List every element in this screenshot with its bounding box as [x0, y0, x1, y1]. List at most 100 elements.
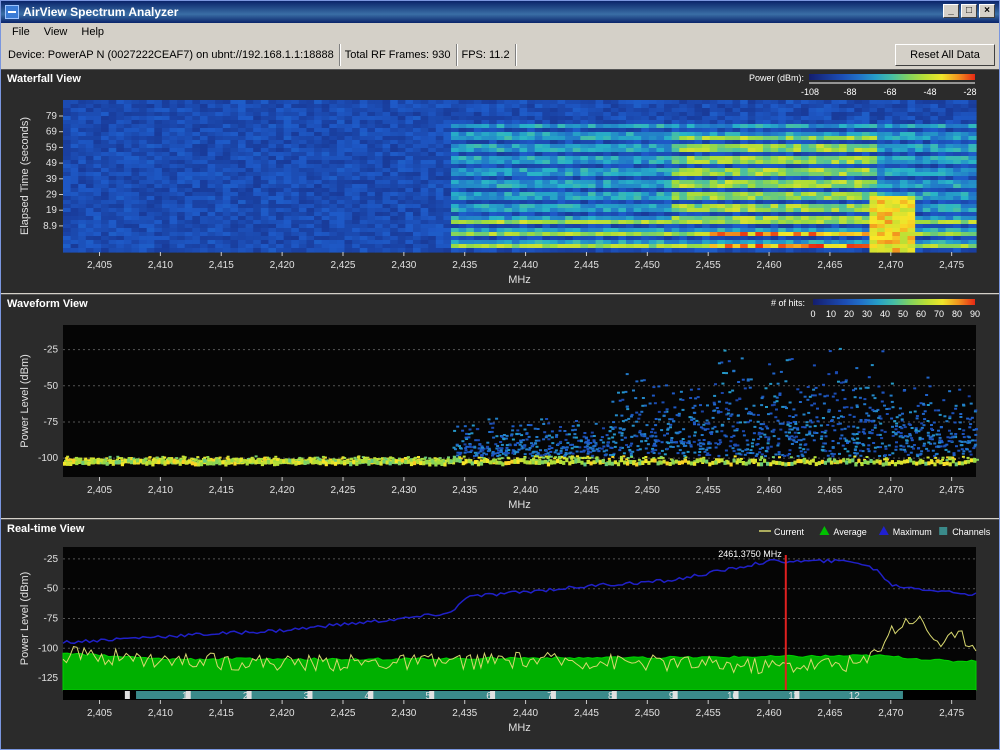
waveform-hits [63, 347, 979, 467]
waterfall-legend-tick: -108 [801, 87, 819, 97]
waveform-legend-tick: 60 [916, 309, 926, 319]
waterfall-legend-tick: -48 [923, 87, 936, 97]
waveform-x-tick-label: 2,440 [513, 485, 538, 496]
waveform-legend-label: # of hits: [771, 298, 805, 308]
channel-edge [733, 691, 739, 699]
channel-label: 2 [243, 691, 249, 702]
waterfall-x-axis-label: MHz [508, 274, 531, 286]
channel-band [379, 691, 477, 699]
realtime-y-tick-label: -25 [44, 554, 59, 565]
menu-help[interactable]: Help [81, 26, 105, 38]
waveform-y-tick-label: -25 [44, 345, 59, 356]
realtime-current-series [62, 615, 977, 675]
realtime-y-tick-label: -75 [44, 614, 59, 625]
fps-readout: FPS: 11.2 [457, 44, 516, 66]
waterfall-y-tick-label: 8.9 [43, 221, 57, 232]
realtime-x-tick-label: 2,415 [209, 708, 234, 719]
realtime-y-tick-label: -125 [38, 673, 58, 684]
waterfall-y-tick-label: 59 [46, 142, 58, 153]
waterfall-x-tick-label: 2,430 [391, 260, 416, 271]
waterfall-legend-tick: -88 [843, 87, 856, 97]
realtime-x-tick-label: 2,460 [757, 708, 782, 719]
realtime-y-tick-label: -100 [38, 643, 58, 654]
channel-edge [611, 691, 617, 699]
menu-view[interactable]: View [43, 26, 68, 38]
waterfall-x-tick-label: 2,475 [939, 260, 964, 271]
waterfall-x-tick-label: 2,425 [330, 260, 355, 271]
wvgrad-bar [813, 299, 975, 305]
legend-channels-swatch [939, 527, 948, 535]
channel-edge [429, 691, 435, 699]
waterfall-x-tick-label: 2,445 [574, 260, 599, 271]
channel-band [622, 691, 721, 699]
channel-label: 5 [425, 691, 431, 702]
waterfall-legend-label: Power (dBm): [749, 73, 804, 83]
title-bar[interactable]: AirView Spectrum Analyzer _ □ × [1, 1, 999, 23]
realtime-x-tick-label: 2,420 [270, 708, 295, 719]
channel-band [440, 691, 538, 699]
minimize-button[interactable]: _ [943, 4, 959, 18]
menu-bar: File View Help [1, 23, 999, 41]
waveform-x-tick-label: 2,435 [452, 485, 477, 496]
waveform-legend-tick: 90 [970, 309, 980, 319]
waterfall-x-tick-label: 2,440 [513, 260, 538, 271]
wfgrad-bar [809, 74, 975, 80]
realtime-x-tick-label: 2,440 [513, 708, 538, 719]
waveform-x-tick-label: 2,445 [574, 485, 599, 496]
channel-band [744, 691, 843, 699]
waveform-x-tick-label: 2,420 [270, 485, 295, 496]
channel-edge [794, 691, 800, 699]
reset-all-data-button[interactable]: Reset All Data [895, 44, 995, 66]
realtime-x-tick-label: 2,475 [939, 708, 964, 719]
waveform-panel: Waveform View -25 -50 -75 -100 Power Level (… [1, 294, 999, 518]
waterfall-x-tick-label: 2,420 [270, 260, 295, 271]
status-bar: Device: PowerAP N (0027222CEAF7) on ubnt… [3, 43, 997, 67]
waterfall-x-tick-label: 2,410 [148, 260, 173, 271]
waveform-x-tick-label: 2,405 [87, 485, 112, 496]
waterfall-y-tick-label: 79 [46, 111, 58, 122]
realtime-x-tick-label: 2,405 [87, 708, 112, 719]
waterfall-y-tick-label: 19 [46, 205, 58, 216]
channel-edge [307, 691, 313, 699]
waterfall-chart[interactable]: 79 69 59 49 39 29 19 8.9 Elapsed Time (seconds) 2… [1, 70, 999, 294]
legend-average-label: Average [833, 527, 866, 537]
channel-band [196, 691, 295, 699]
channel-edge [672, 691, 678, 699]
app-logo-icon [5, 5, 19, 19]
channel-label: 6 [486, 691, 492, 702]
waterfall-x-tick-label: 2,460 [757, 260, 782, 271]
realtime-x-tick-label: 2,430 [391, 708, 416, 719]
waterfall-x-tick-label: 2,455 [696, 260, 721, 271]
waveform-y-tick-label: -100 [38, 453, 58, 464]
maximize-button[interactable]: □ [961, 4, 977, 18]
waveform-legend-tick: 80 [952, 309, 962, 319]
waterfall-y-tick-label: 29 [46, 190, 58, 201]
waveform-legend-tick: 0 [810, 309, 815, 319]
waveform-x-tick-label: 2,460 [757, 485, 782, 496]
waveform-x-tick-label: 2,465 [817, 485, 842, 496]
realtime-average-series [62, 652, 977, 691]
channel-label: 1 [182, 691, 188, 702]
waterfall-y-tick-label: 39 [46, 174, 58, 185]
channel-band [805, 691, 903, 699]
realtime-x-tick-label: 2,465 [817, 708, 842, 719]
waveform-chart[interactable]: -25 -50 -75 -100 Power Level (dBm) 2,405 2,410… [1, 295, 999, 519]
channel-edge [246, 691, 252, 699]
realtime-maximum-series [62, 558, 977, 645]
waveform-legend-tick: 70 [934, 309, 944, 319]
menu-file[interactable]: File [12, 26, 30, 38]
close-button[interactable]: × [979, 4, 995, 18]
waveform-legend-tick: 20 [844, 309, 854, 319]
window-title: AirView Spectrum Analyzer [23, 5, 179, 19]
channel-label: 11 [788, 691, 799, 702]
channel-label: 8 [608, 691, 614, 702]
legend-current-label: Current [774, 527, 805, 537]
channel-band [562, 691, 660, 699]
channel-band [501, 691, 599, 699]
waterfall-x-tick-label: 2,465 [817, 260, 842, 271]
channel-edge [368, 691, 374, 699]
channel-band [257, 691, 356, 699]
realtime-x-tick-label: 2,425 [330, 708, 355, 719]
realtime-y-tick-label: -50 [44, 584, 59, 595]
